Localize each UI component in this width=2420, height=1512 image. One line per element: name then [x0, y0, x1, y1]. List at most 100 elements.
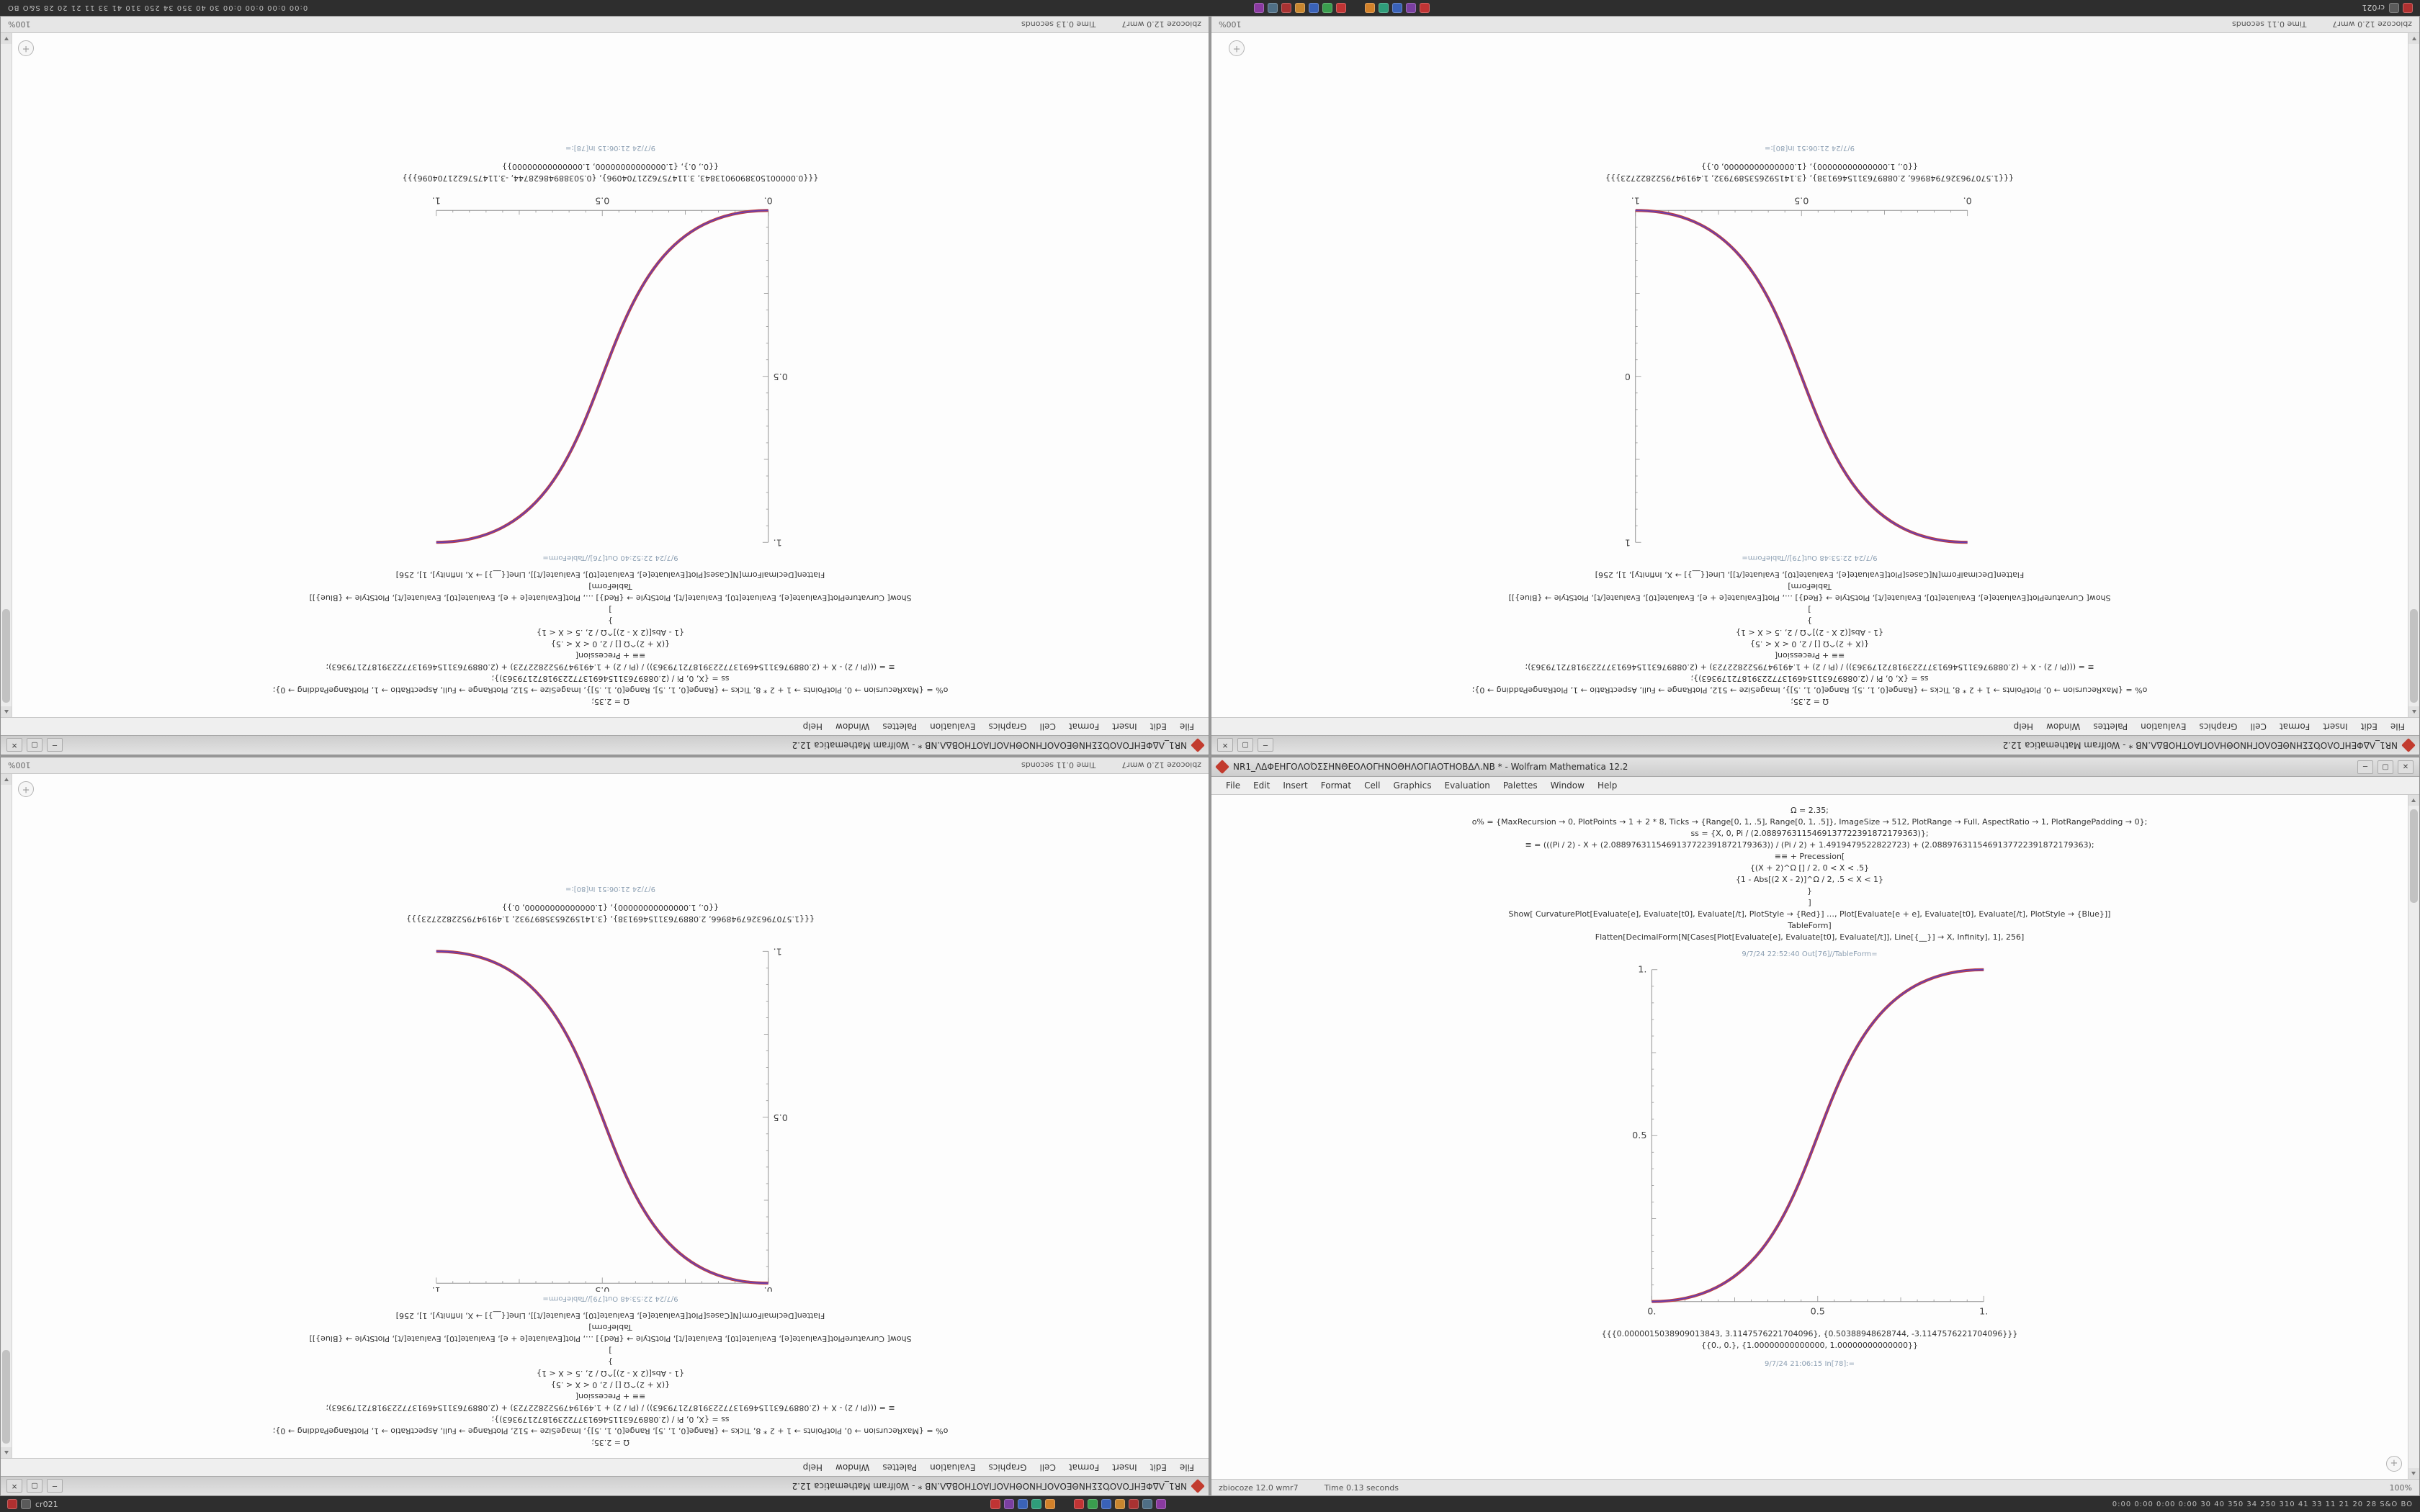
notebook-assistant-icon[interactable]: +: [1229, 40, 1245, 56]
taskbar-app-icon[interactable]: [1073, 1499, 1084, 1509]
menu-edit[interactable]: Edit: [1150, 1462, 1167, 1472]
close-button[interactable]: ✕: [6, 1479, 22, 1493]
zoom-level[interactable]: 100%: [8, 19, 31, 30]
notebook-assistant-icon[interactable]: +: [2386, 1456, 2402, 1472]
menu-evaluation[interactable]: Evaluation: [1444, 780, 1490, 791]
taskbar-app-icon[interactable]: [1142, 1499, 1152, 1509]
close-button[interactable]: ✕: [6, 738, 22, 752]
zoom-level[interactable]: 100%: [8, 760, 31, 770]
code-cell[interactable]: Ω = 2.35; o% = {MaxRecursion → 0, PlotPoi…: [1211, 569, 2408, 707]
code-cell[interactable]: Ω = 2.35; o% = {MaxRecursion → 0, PlotPoi…: [12, 569, 1209, 707]
menu-format[interactable]: Format: [1320, 780, 1352, 791]
scroll-down-button[interactable]: [1, 33, 12, 44]
menu-insert[interactable]: Insert: [2323, 721, 2348, 732]
menu-insert[interactable]: Insert: [1112, 1462, 1137, 1472]
minimize-button[interactable]: ─: [47, 1479, 63, 1493]
notebook-area[interactable]: Ω = 2.35; o% = {MaxRecursion → 0, PlotPoi…: [1211, 795, 2408, 1479]
vertical-scrollbar[interactable]: [2408, 33, 2419, 717]
menu-graphics[interactable]: Graphics: [1393, 780, 1432, 791]
taskbar-app-icon[interactable]: [990, 1499, 1000, 1509]
taskbar-app-icon[interactable]: [1309, 3, 1319, 13]
code-cell[interactable]: Ω = 2.35; o% = {MaxRecursion → 0, PlotPoi…: [1211, 805, 2408, 943]
minimize-button[interactable]: ─: [47, 738, 63, 752]
menu-graphics[interactable]: Graphics: [988, 1462, 1027, 1472]
menu-help[interactable]: Help: [802, 1462, 823, 1472]
menu-help[interactable]: Help: [2013, 721, 2034, 732]
window-titlebar[interactable]: NR1_ΛΔΦΕΗΓΟΛΟΌΣΣΗΝΘΕΟΛΟΓΗΝΟΘΗΛΟΓΙΑΟΤΗΟΒΔ…: [1, 735, 1209, 755]
scroll-up-button[interactable]: [2408, 706, 2419, 717]
taskbar-app-icon[interactable]: [1101, 1499, 1111, 1509]
menu-edit[interactable]: Edit: [1253, 780, 1270, 791]
menu-format[interactable]: Format: [2279, 721, 2311, 732]
taskbar-app-icon[interactable]: [1254, 3, 1265, 13]
taskbar-app-icon[interactable]: [7, 1499, 17, 1509]
scroll-down-button[interactable]: [2408, 1468, 2419, 1479]
taskbar-app-icon[interactable]: [21, 1499, 31, 1509]
menu-help[interactable]: Help: [1597, 780, 1618, 791]
zoom-level[interactable]: 100%: [1219, 19, 1242, 30]
maximize-button[interactable]: ▢: [1237, 738, 1253, 752]
menu-palettes[interactable]: Palettes: [1502, 780, 1538, 791]
taskbar-app-icon[interactable]: [2389, 3, 2399, 13]
taskbar-app-icon[interactable]: [1295, 3, 1306, 13]
scroll-up-button[interactable]: [2408, 795, 2419, 806]
menu-file[interactable]: File: [1179, 1462, 1194, 1472]
notebook-area[interactable]: Ω = 2.35; o% = {MaxRecursion → 0, PlotPoi…: [12, 33, 1209, 717]
minimize-button[interactable]: ─: [1258, 738, 1273, 752]
scroll-up-button[interactable]: [1, 1447, 12, 1458]
close-button[interactable]: ✕: [2398, 760, 2414, 774]
vertical-scrollbar[interactable]: [1, 33, 12, 717]
menu-graphics[interactable]: Graphics: [2199, 721, 2238, 732]
menu-evaluation[interactable]: Evaluation: [2141, 721, 2187, 732]
menu-file[interactable]: File: [1226, 780, 1241, 791]
taskbar-app-icon[interactable]: [1031, 1499, 1041, 1509]
menu-window[interactable]: Window: [2046, 721, 2081, 732]
taskbar-app-icon[interactable]: [1336, 3, 1347, 13]
scrollbar-thumb[interactable]: [2410, 609, 2418, 703]
notebook-assistant-icon[interactable]: +: [18, 40, 34, 56]
menu-file[interactable]: File: [2390, 721, 2405, 732]
taskbar-app-icon[interactable]: [2403, 3, 2413, 13]
menu-cell[interactable]: Cell: [1039, 721, 1056, 732]
window-titlebar[interactable]: NR1_ΛΔΦΕΗΓΟΛΟΌΣΣΗΝΘΕΟΛΟΓΗΝΟΘΗΛΟΓΙΑΟΤΗΟΒΔ…: [1211, 735, 2419, 755]
minimize-button[interactable]: ─: [2357, 760, 2373, 774]
menu-window[interactable]: Window: [1550, 780, 1585, 791]
window-titlebar[interactable]: NR1_ΛΔΦΕΗΓΟΛΟΌΣΣΗΝΘΕΟΛΟΓΗΝΟΘΗΛΟΓΙΑΟΤΗΟΒΔ…: [1211, 757, 2419, 777]
menu-insert[interactable]: Insert: [1283, 780, 1308, 791]
menu-palettes[interactable]: Palettes: [882, 721, 918, 732]
scroll-down-button[interactable]: [1, 774, 12, 785]
menu-palettes[interactable]: Palettes: [2093, 721, 2128, 732]
taskbar-app-icon[interactable]: [1281, 3, 1292, 13]
taskbar-app-icon[interactable]: [1087, 1499, 1098, 1509]
menu-evaluation[interactable]: Evaluation: [930, 1462, 976, 1472]
taskbar-app-icon[interactable]: [1017, 1499, 1028, 1509]
taskbar-app-icon[interactable]: [1128, 1499, 1139, 1509]
taskbar-app-icon[interactable]: [1114, 1499, 1125, 1509]
window-titlebar[interactable]: NR1_ΛΔΦΕΗΓΟΛΟΌΣΣΗΝΘΕΟΛΟΓΗΝΟΘΗΛΟΓΙΑΟΤΗΟΒΔ…: [1, 1476, 1209, 1495]
menu-insert[interactable]: Insert: [1112, 721, 1137, 732]
menu-help[interactable]: Help: [802, 721, 823, 732]
vertical-scrollbar[interactable]: [2408, 795, 2419, 1479]
menu-cell[interactable]: Cell: [2250, 721, 2267, 732]
menu-window[interactable]: Window: [835, 721, 870, 732]
menu-format[interactable]: Format: [1068, 1462, 1100, 1472]
menu-format[interactable]: Format: [1068, 721, 1100, 732]
taskbar-app-icon[interactable]: [1003, 1499, 1014, 1509]
taskbar-app-icon[interactable]: [1392, 3, 1403, 13]
menu-edit[interactable]: Edit: [1150, 721, 1167, 732]
menu-file[interactable]: File: [1179, 721, 1194, 732]
notebook-area[interactable]: Ω = 2.35; o% = {MaxRecursion → 0, PlotPoi…: [12, 774, 1209, 1458]
scroll-down-button[interactable]: [2408, 33, 2419, 44]
taskbar-app-icon[interactable]: [1379, 3, 1389, 13]
maximize-button[interactable]: ▢: [27, 1479, 42, 1493]
maximize-button[interactable]: ▢: [2378, 760, 2393, 774]
vertical-scrollbar[interactable]: [1, 774, 12, 1458]
menu-evaluation[interactable]: Evaluation: [930, 721, 976, 732]
taskbar-app-icon[interactable]: [1268, 3, 1278, 13]
close-button[interactable]: ✕: [1217, 738, 1233, 752]
menu-cell[interactable]: Cell: [1039, 1462, 1056, 1472]
menu-edit[interactable]: Edit: [2360, 721, 2378, 732]
zoom-level[interactable]: 100%: [2389, 1482, 2412, 1493]
notebook-area[interactable]: Ω = 2.35; o% = {MaxRecursion → 0, PlotPoi…: [1211, 33, 2408, 717]
menu-window[interactable]: Window: [835, 1462, 870, 1472]
